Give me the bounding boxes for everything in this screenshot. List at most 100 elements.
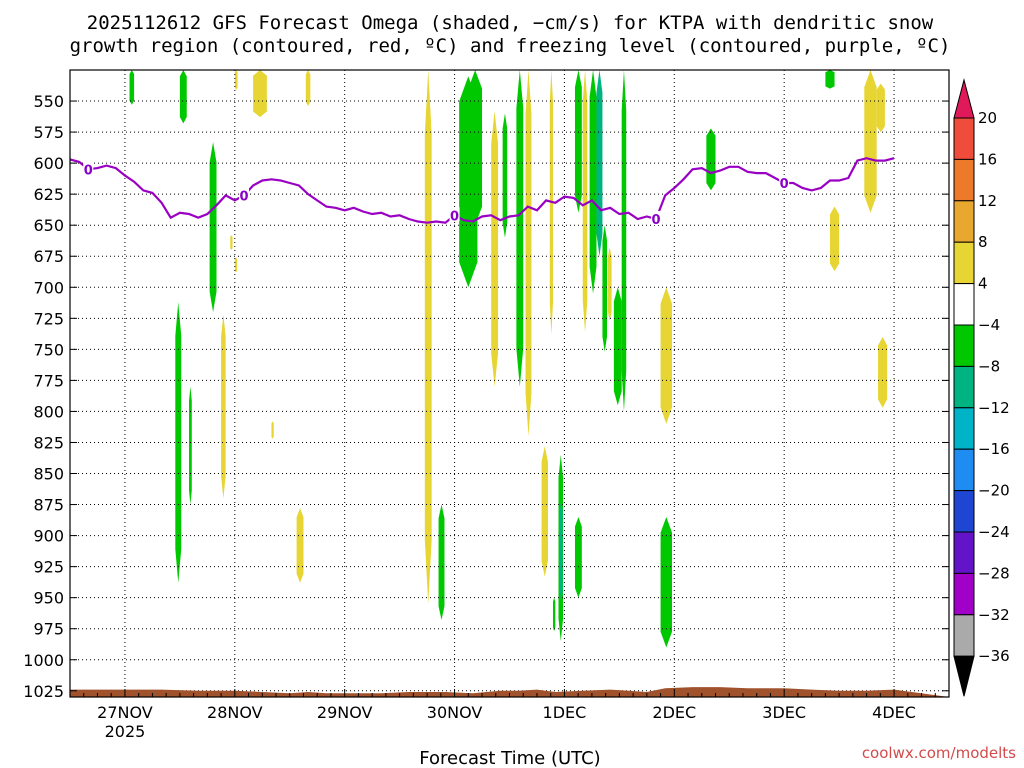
x-tick-label-7: 4DEC [872, 703, 916, 722]
colorbar-label-0: 20 [978, 109, 997, 127]
x-tick-label-6: 3DEC [762, 703, 806, 722]
omega-region-14 [438, 504, 445, 621]
omega-region-31 [602, 225, 608, 352]
omega-region-18 [502, 113, 508, 238]
omega-region-28 [582, 70, 588, 332]
y-tick-label-12: 850 [33, 465, 64, 484]
omega-region-16 [468, 70, 483, 226]
omega-region-8 [221, 314, 226, 499]
colorbar-label-8: −16 [978, 440, 1010, 458]
y-tick-label-5: 675 [33, 247, 64, 266]
omega-region-11 [271, 421, 274, 439]
omega-region-10 [234, 257, 238, 273]
omega-region-24 [559, 498, 563, 604]
colorbar-label-13: −36 [978, 647, 1010, 665]
colorbar-swatch-13 [953, 614, 975, 657]
colorbar-label-3: 8 [978, 233, 988, 251]
colorbar-swatch-10 [953, 490, 975, 533]
y-tick-label-6: 700 [33, 278, 64, 297]
y-tick-label-2: 600 [33, 154, 64, 173]
omega-region-0 [129, 70, 135, 105]
omega-region-5 [209, 142, 217, 313]
omega-region-42 [878, 336, 888, 408]
colorbar-top-arrow [953, 78, 975, 119]
omega-region-26 [574, 70, 582, 213]
colorbar-label-7: −12 [978, 399, 1010, 417]
colorbar-label-1: 16 [978, 150, 997, 168]
y-tick-label-0: 550 [33, 92, 64, 111]
omega-region-27 [574, 516, 582, 598]
y-tick-label-19: 1025 [23, 682, 64, 701]
colorbar-swatch-11 [953, 531, 975, 574]
x-tick-label-0: 27NOV [97, 703, 153, 722]
colorbar-swatch-9 [953, 448, 975, 492]
x-tick-label-5: 2DEC [652, 703, 696, 722]
plot-area: 0 0 0 0 0 550 575 600 625 650 675 700 725 750 775 800 8… [23, 69, 950, 741]
omega-region-25 [552, 597, 556, 632]
x-tick-label-3: 30NOV [427, 703, 483, 722]
y-tick-label-9: 775 [33, 371, 64, 390]
omega-region-1 [179, 70, 187, 124]
colorbar-bottom-arrow [953, 655, 975, 697]
y-tick-label-1: 575 [33, 123, 64, 142]
colorbar-label-5: −4 [978, 316, 1000, 334]
y-tick-label-3: 625 [33, 185, 64, 204]
omega-region-13 [424, 70, 432, 604]
omega-region-3 [253, 70, 267, 118]
omega-region-36 [660, 516, 673, 648]
omega-region-33 [613, 287, 622, 406]
omega-region-38 [825, 70, 835, 89]
y-tick-label-7: 725 [33, 309, 64, 328]
omega-region-35 [660, 287, 673, 424]
freezing-label-bg-0 [83, 161, 94, 176]
freezing-level-contour: 0 0 0 0 0 [69, 157, 895, 228]
freezing-label-bg-2 [449, 207, 460, 222]
y-tick-label-17: 975 [33, 620, 64, 639]
colorbar-swatch-6 [953, 324, 975, 367]
colorbar-label-4: 4 [978, 275, 988, 293]
y-tick-label-11: 825 [33, 433, 64, 452]
colorbar-swatch-12 [953, 572, 975, 616]
freezing-label-0: 0 [84, 163, 93, 178]
plot-background [70, 70, 949, 697]
freezing-label-4: 0 [780, 177, 789, 192]
colorbar-swatch-2 [953, 158, 975, 202]
colorbar: 20 16 12 8 4 −4 −8 −12 −16 −20 −24 −28 −32 −36 [953, 78, 1010, 697]
colorbar-label-10: −24 [978, 523, 1010, 541]
colorbar-label-6: −8 [978, 357, 1000, 375]
omega-region-40 [864, 70, 877, 213]
omega-region-34 [621, 70, 627, 412]
colorbar-swatch-8 [953, 407, 975, 450]
freezing-label-bg-1 [238, 187, 249, 202]
omega-region-17 [491, 110, 499, 387]
colorbar-swatch-3 [953, 200, 975, 243]
y-tick-label-4: 650 [33, 216, 64, 235]
colorbar-swatch-5 [953, 283, 975, 326]
omega-region-30 [596, 70, 603, 257]
freezing-label-bg-3 [651, 210, 661, 225]
colorbar-label-11: −28 [978, 564, 1010, 582]
omega-region-39 [829, 206, 840, 272]
freezing-level-line [69, 157, 895, 224]
y-tick-label-10: 800 [33, 402, 64, 421]
omega-region-20 [525, 70, 532, 437]
omega-region-21 [541, 446, 548, 577]
colorbar-label-12: −32 [978, 606, 1010, 624]
omega-region-4 [305, 70, 311, 107]
colorbar-label-2: 12 [978, 192, 997, 210]
omega-region-41 [876, 83, 885, 133]
x-tick-label-2: 29NOV [317, 703, 373, 722]
chart-title-line1: 2025112612 GFS Forecast Omega (shaded, −… [87, 12, 934, 34]
colorbar-swatch-1 [953, 117, 975, 160]
watermark: coolwx.com/modelts [862, 744, 1016, 762]
y-axis-ticks: 550 575 600 625 650 675 700 725 750 775 800 825 850 8… [23, 92, 949, 701]
y-tick-label-8: 750 [33, 340, 64, 359]
x-tick-label-4: 1DEC [543, 703, 587, 722]
chart-title-line2: growth region (contoured, red, ºC) and f… [70, 35, 951, 57]
freezing-label-3: 0 [651, 213, 660, 228]
omega-region-12 [296, 508, 304, 583]
omega-region-32 [607, 247, 612, 321]
freezing-label-bg-4 [779, 174, 790, 189]
